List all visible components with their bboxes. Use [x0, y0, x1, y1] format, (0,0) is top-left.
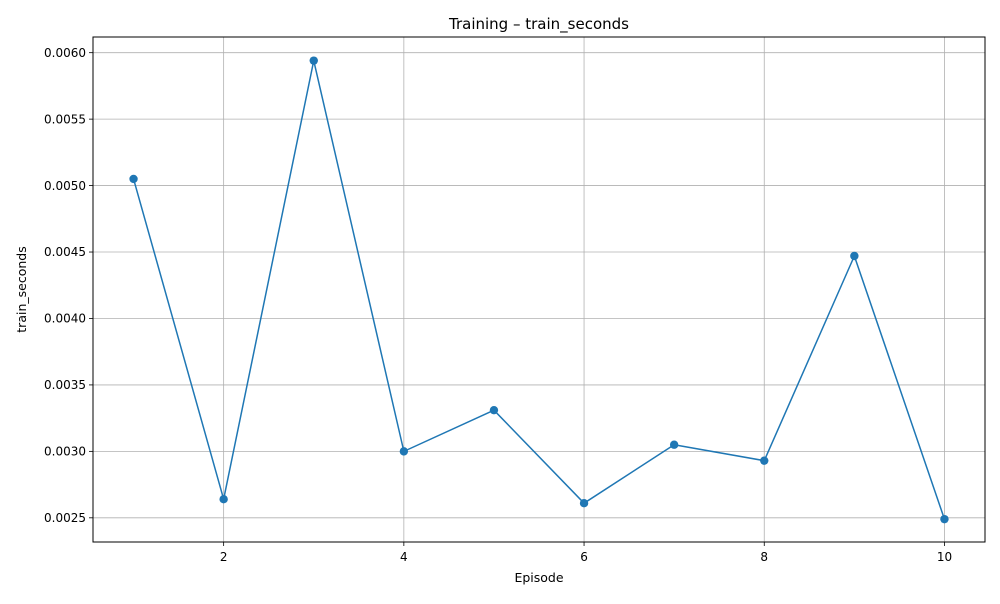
grid — [93, 37, 985, 542]
y-tick-label: 0.0030 — [44, 445, 86, 459]
data-point — [669, 440, 679, 449]
data-point — [309, 56, 318, 65]
data-point — [129, 174, 138, 184]
chart-title: Training – train_seconds — [448, 15, 629, 34]
data-point — [489, 405, 499, 415]
x-tick-label: 2 — [220, 550, 228, 564]
plot-frame — [92, 36, 986, 543]
data-point — [219, 495, 228, 504]
y-tick-label: 0.0025 — [44, 511, 86, 525]
data-point — [760, 456, 769, 465]
series-line — [132, 59, 946, 520]
y-tick-label: 0.0040 — [44, 312, 86, 326]
y-tick-label: 0.0035 — [44, 378, 86, 392]
y-tick-label: 0.0060 — [44, 46, 86, 60]
y-axis-label: train_seconds — [14, 246, 29, 332]
data-point — [940, 514, 949, 524]
ticks: 2 4 6 8 10 0.0025 0.0030 0.0035 0.0040 0.0045 0.00… — [44, 46, 952, 564]
y-tick-label: 0.0050 — [44, 179, 86, 193]
data-point — [850, 251, 859, 261]
x-tick-label: 8 — [760, 550, 768, 564]
series-layer — [129, 56, 949, 524]
data-point — [399, 447, 409, 456]
x-tick-label: 4 — [400, 550, 408, 564]
x-tick-label: 6 — [580, 550, 588, 564]
x-tick-label: 10 — [937, 550, 952, 564]
y-tick-label: 0.0045 — [44, 245, 86, 259]
x-axis-label: Episode — [514, 570, 563, 585]
y-tick-label: 0.0055 — [44, 112, 86, 126]
data-point — [579, 498, 589, 508]
